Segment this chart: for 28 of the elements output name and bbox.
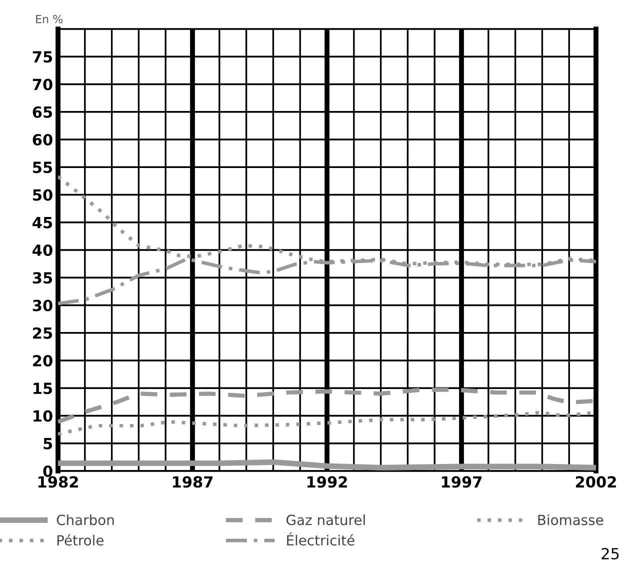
y-tick-label: 50 bbox=[33, 189, 52, 201]
y-tick-label: 30 bbox=[32, 300, 52, 312]
y-tick-label: 60 bbox=[32, 134, 52, 146]
y-tick-label: 45 bbox=[32, 217, 52, 228]
y-tick-label: 65 bbox=[32, 106, 52, 118]
y-tick-label: 75 bbox=[32, 51, 52, 63]
y-tick-label: 20 bbox=[33, 354, 52, 367]
y-tick-label: 15 bbox=[34, 382, 52, 394]
legend-label: Biomasse bbox=[538, 514, 604, 526]
x-tick-label: 1982 bbox=[38, 476, 78, 488]
y-tick-label: 35 bbox=[32, 272, 52, 284]
legend-label: Gaz naturel bbox=[286, 514, 365, 526]
x-tick-label: 1992 bbox=[307, 476, 347, 488]
y-tick-label: 40 bbox=[32, 244, 52, 256]
text: 25 bbox=[602, 548, 619, 560]
y-tick-label: 0 bbox=[43, 465, 52, 478]
y-tick-label: 10 bbox=[34, 410, 52, 422]
y-tick-label: 70 bbox=[32, 78, 52, 90]
legend-label: Charbon bbox=[56, 514, 114, 526]
x-tick-label: 1997 bbox=[442, 476, 482, 488]
legend-label: Pétrole bbox=[57, 534, 104, 546]
y-tick-label: 55 bbox=[33, 162, 52, 174]
x-tick-label: 2002 bbox=[576, 476, 616, 488]
y-axis-title: En % bbox=[36, 14, 63, 24]
y-tick-label: 5 bbox=[44, 438, 52, 450]
legend-label: Électricité bbox=[287, 532, 354, 546]
y-tick-label: 25 bbox=[33, 327, 52, 339]
x-tick-label: 1987 bbox=[172, 476, 213, 488]
